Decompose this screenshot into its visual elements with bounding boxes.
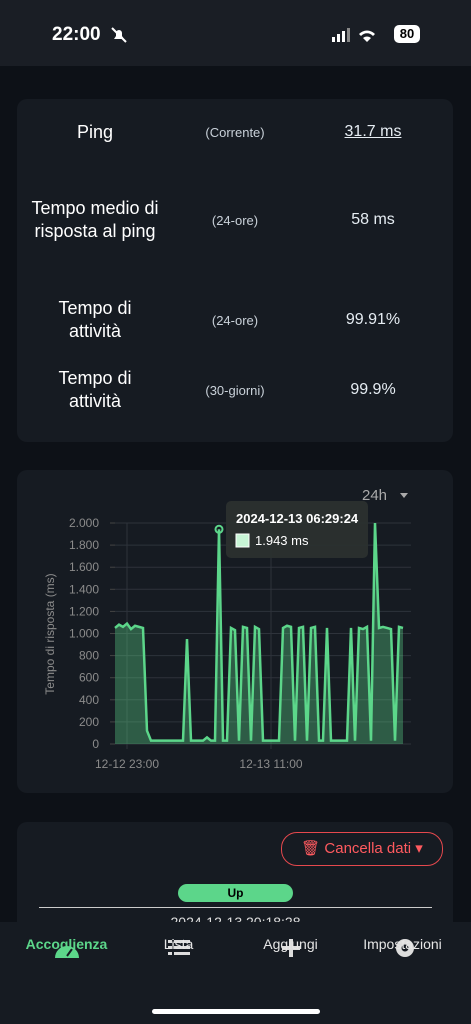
tab-bar — [0, 922, 471, 1024]
tooltip — [226, 501, 368, 558]
stat-period: (30-giorni) — [205, 382, 265, 398]
battery: 80 — [394, 25, 420, 43]
mute-icon — [111, 27, 127, 43]
y-tick-label: 1.200 — [69, 604, 99, 618]
y-tick-label: 1.800 — [69, 538, 99, 552]
stats-card — [17, 99, 453, 442]
y-tick-label: 0 — [92, 737, 99, 751]
status-badge: Up — [178, 884, 293, 902]
log-card — [17, 822, 453, 932]
stat-period: (Corrente) — [205, 124, 265, 140]
tab[interactable]: Impostazioni — [363, 936, 442, 952]
y-tick-label: 2.000 — [69, 516, 99, 530]
response-line — [114, 522, 404, 742]
y-axis-label: Tempo di risposta (ms) — [43, 573, 57, 694]
stat-name: Tempo medio di risposta al ping — [31, 198, 159, 241]
y-tick-label: 200 — [79, 715, 99, 729]
y-tick-label: 1.600 — [69, 560, 99, 574]
stat-period: (24-ore) — [211, 212, 259, 228]
range-selector[interactable]: 24h — [362, 487, 388, 504]
tab[interactable]: Aggiungi — [263, 936, 318, 952]
x-tick-label: 12-13 11:00 — [239, 757, 302, 771]
tab-icons — [55, 939, 414, 958]
stat-value: 58 ms — [351, 211, 395, 228]
tab[interactable]: Accoglienza — [25, 936, 108, 952]
hover-point — [214, 524, 224, 534]
stat-name: Tempo di attività — [58, 298, 132, 341]
y-tick-label: 1.400 — [69, 582, 99, 596]
stat-period: (24-ore) — [211, 312, 259, 328]
stat-value[interactable]: 31.7 ms — [344, 123, 402, 140]
divider — [39, 907, 432, 908]
y-tick-label: 600 — [79, 671, 99, 685]
y-tick-label: 400 — [79, 693, 99, 707]
home-indicator — [152, 1009, 320, 1014]
stat-value: 99.9% — [350, 381, 396, 398]
stat-value: 99.91% — [345, 311, 401, 328]
y-tick-label: 1.000 — [69, 627, 99, 641]
x-tick-label: 12-12 23:00 — [95, 757, 159, 771]
header — [0, 0, 471, 66]
tooltip-label: 1.943 ms — [255, 533, 309, 548]
stat-name: Tempo di attività — [58, 368, 132, 411]
tooltip-swatch — [235, 533, 250, 548]
stat-name: Ping — [76, 121, 114, 142]
tab[interactable]: Lista — [163, 936, 194, 952]
dropdown-arrow — [400, 493, 408, 498]
button-label: Cancella dati — [324, 840, 412, 857]
clock: 22:00 — [52, 24, 101, 45]
signal-wifi — [332, 28, 375, 42]
clear-data-button[interactable]: 🗑 Cancella dati ▾ — [281, 832, 443, 866]
chart: Tempo di risposta (ms) 0 200 400 600 800 1.00… — [43, 501, 411, 771]
tooltip-title: 2024-12-13 06:29:24 — [236, 511, 359, 526]
y-tick-label: 800 — [79, 649, 99, 663]
